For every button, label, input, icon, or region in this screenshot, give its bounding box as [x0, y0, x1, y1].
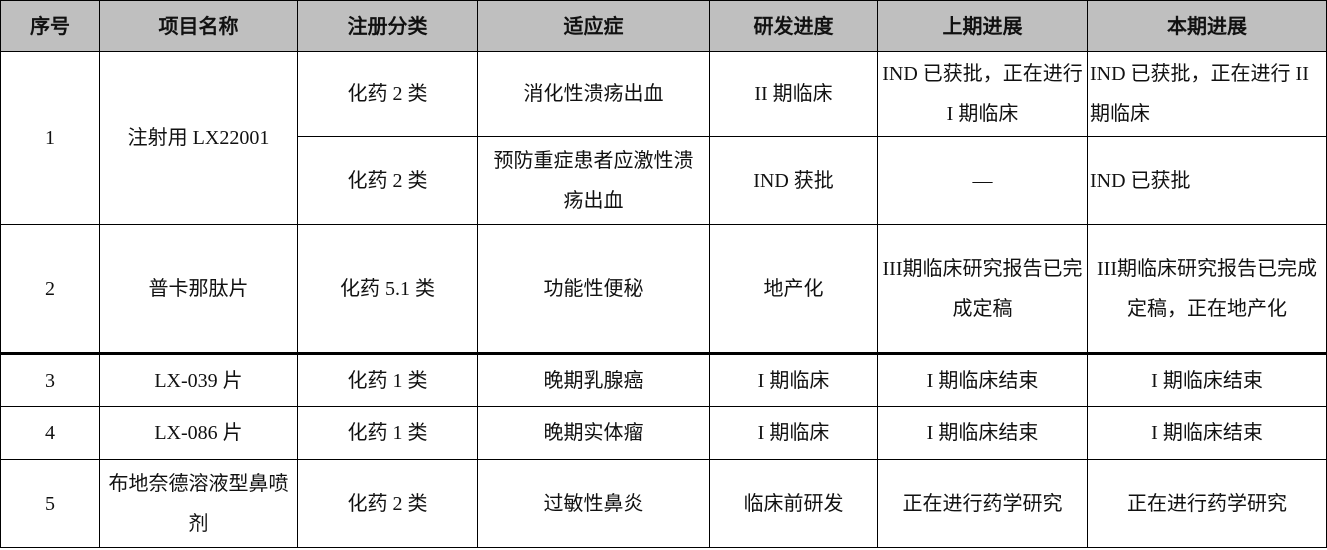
cell-previous: 正在进行药学研究 — [877, 459, 1088, 548]
header-stage: 研发进度 — [709, 0, 878, 52]
cell-no: 3 — [0, 352, 100, 407]
cell-previous: III期临床研究报告已完成定稿 — [877, 224, 1088, 354]
cell-indication: 过敏性鼻炎 — [477, 459, 710, 548]
table-row: 3 LX-039 片 化药 1 类 晚期乳腺癌 I 期临床 I 期临床结束 I … — [0, 352, 1327, 407]
cell-name: 注射用 LX22001 — [99, 51, 298, 225]
cell-name: LX-086 片 — [99, 406, 298, 460]
cell-registration: 化药 2 类 — [297, 459, 478, 548]
cell-current: I 期临床结束 — [1087, 352, 1327, 407]
header-registration: 注册分类 — [297, 0, 478, 52]
cell-no: 5 — [0, 459, 100, 548]
header-previous: 上期进展 — [877, 0, 1088, 52]
cell-registration: 化药 2 类 — [297, 136, 478, 225]
cell-previous: I 期临床结束 — [877, 352, 1088, 407]
cell-previous: — — [877, 136, 1088, 225]
cell-no: 4 — [0, 406, 100, 460]
table-row: 2 普卡那肽片 化药 5.1 类 功能性便秘 地产化 III期临床研究报告已完成… — [0, 224, 1327, 354]
cell-name: 布地奈德溶液型鼻喷剂 — [99, 459, 298, 548]
cell-indication: 晚期实体瘤 — [477, 406, 710, 460]
table-row: 1 注射用 LX22001 化药 2 类 消化性溃疡出血 II 期临床 IND … — [0, 51, 1327, 225]
table-row: 化药 2 类 预防重症患者应激性溃疡出血 IND 获批 — IND 已获批 — [1, 136, 1327, 225]
cell-indication: 功能性便秘 — [477, 224, 710, 354]
header-no: 序号 — [0, 0, 100, 52]
cell-stage: I 期临床 — [709, 406, 878, 460]
cell-current: IND 已获批 — [1087, 136, 1327, 225]
cell-registration: 化药 2 类 — [297, 51, 478, 137]
cell-current: IND 已获批，正在进行 II 期临床 — [1087, 51, 1327, 137]
cell-indication: 预防重症患者应激性溃疡出血 — [477, 136, 710, 225]
cell-name: LX-039 片 — [99, 352, 298, 407]
cell-stage: IND 获批 — [709, 136, 878, 225]
cell-name: 普卡那肽片 — [99, 224, 298, 354]
cell-stage: II 期临床 — [709, 51, 878, 137]
cell-current: 正在进行药学研究 — [1087, 459, 1327, 548]
cell-no: 1 — [0, 51, 100, 225]
cell-stage: I 期临床 — [709, 352, 878, 407]
cell-registration: 化药 1 类 — [297, 352, 478, 407]
cell-stage: 地产化 — [709, 224, 878, 354]
header-name: 项目名称 — [99, 0, 298, 52]
cell-previous: I 期临床结束 — [877, 406, 1088, 460]
cell-current: I 期临床结束 — [1087, 406, 1327, 460]
cell-stage: 临床前研发 — [709, 459, 878, 548]
cell-current: III期临床研究报告已完成定稿，正在地产化 — [1087, 224, 1327, 354]
cell-indication: 晚期乳腺癌 — [477, 352, 710, 407]
cell-previous: IND 已获批，正在进行 I 期临床 — [877, 51, 1088, 137]
table-row: 4 LX-086 片 化药 1 类 晚期实体瘤 I 期临床 I 期临床结束 I … — [0, 406, 1327, 460]
cell-registration: 化药 5.1 类 — [297, 224, 478, 354]
header-row: 序号 项目名称 注册分类 适应症 研发进度 上期进展 本期进展 — [0, 0, 1327, 52]
cell-indication: 消化性溃疡出血 — [477, 51, 710, 137]
header-current: 本期进展 — [1087, 0, 1327, 52]
header-indication: 适应症 — [477, 0, 710, 52]
table-row: 5 布地奈德溶液型鼻喷剂 化药 2 类 过敏性鼻炎 临床前研发 正在进行药学研究… — [0, 459, 1327, 548]
cell-registration: 化药 1 类 — [297, 406, 478, 460]
cell-no: 2 — [0, 224, 100, 354]
